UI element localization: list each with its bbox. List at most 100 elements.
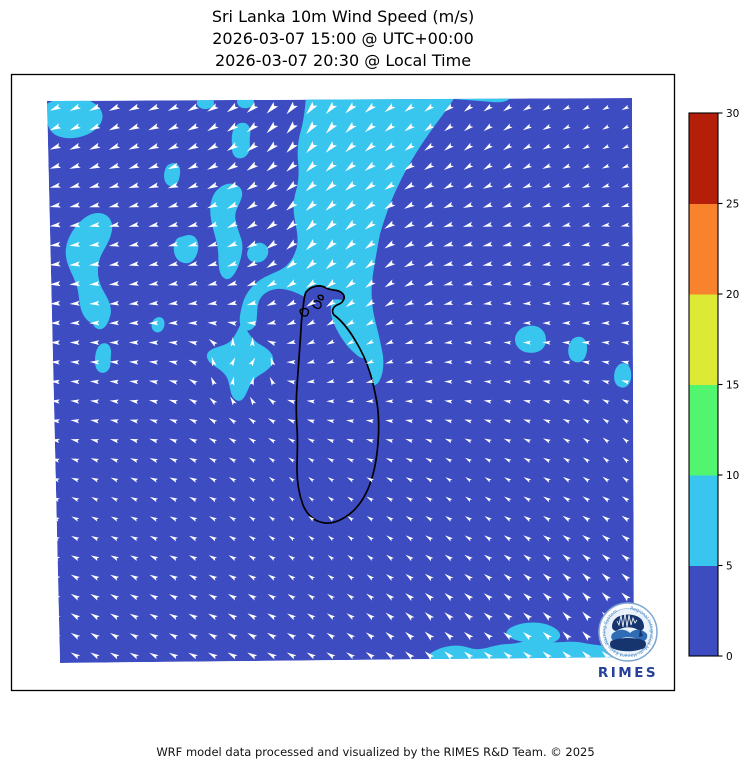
wind-arrow bbox=[49, 261, 61, 267]
wind-arrow bbox=[384, 122, 396, 132]
wind-arrow bbox=[366, 477, 374, 483]
wind-arrow bbox=[581, 320, 591, 326]
wind-arrow bbox=[443, 340, 453, 345]
wind-arrow bbox=[207, 142, 219, 151]
wind-arrow bbox=[207, 181, 219, 189]
wind-arrow bbox=[109, 320, 119, 326]
wind-arrow bbox=[228, 437, 237, 444]
wind-arrow bbox=[286, 121, 298, 134]
wind-arrow bbox=[69, 103, 81, 111]
wind-arrow bbox=[366, 535, 374, 542]
wind-arrow bbox=[502, 222, 513, 227]
wind-arrow bbox=[307, 457, 315, 463]
wind-arrow bbox=[464, 612, 474, 621]
wind-arrow bbox=[49, 143, 62, 150]
wind-arrow bbox=[541, 241, 552, 247]
wind-arrow bbox=[108, 221, 120, 227]
wind-arrow bbox=[345, 219, 357, 231]
wind-arrow bbox=[69, 340, 80, 345]
wind-arrow bbox=[522, 104, 532, 111]
wind-arrow bbox=[503, 340, 512, 345]
wind-arrow bbox=[167, 241, 179, 247]
wind-arrow bbox=[69, 182, 81, 188]
wind-arrow bbox=[404, 359, 414, 364]
wind-arrow bbox=[226, 181, 239, 190]
wind-arrow bbox=[187, 201, 199, 208]
wind-arrow bbox=[167, 182, 179, 189]
wind-arrow bbox=[502, 281, 512, 286]
wind-arrow bbox=[70, 419, 80, 424]
wind-arrow bbox=[130, 536, 139, 542]
wind-arrow bbox=[523, 651, 533, 660]
wind-arrow bbox=[600, 261, 611, 266]
wind-arrow bbox=[325, 180, 337, 192]
wind-arrow bbox=[364, 141, 376, 152]
wind-arrow bbox=[562, 535, 571, 542]
wind-arrow bbox=[308, 535, 315, 542]
wind-arrow bbox=[364, 161, 376, 171]
wind-arrow bbox=[582, 554, 591, 562]
wind-arrow bbox=[482, 241, 493, 247]
wind-arrow bbox=[286, 141, 298, 153]
wind-arrow bbox=[266, 299, 277, 306]
wind-arrow bbox=[462, 241, 474, 247]
wind-arrow bbox=[522, 222, 532, 227]
wind-arrow bbox=[522, 261, 532, 266]
wind-arrow bbox=[69, 202, 81, 208]
wind-arrow bbox=[71, 497, 80, 502]
wind-arrow bbox=[167, 142, 179, 150]
wind-arrow bbox=[345, 239, 357, 250]
wind-arrow bbox=[542, 124, 552, 130]
wind-arrow bbox=[463, 142, 474, 151]
wind-arrow bbox=[110, 574, 120, 581]
wind-arrow bbox=[405, 573, 414, 582]
wind-arrow bbox=[208, 574, 218, 581]
wind-arrow bbox=[148, 241, 159, 247]
wind-arrow bbox=[562, 163, 571, 169]
wind-arrow bbox=[246, 300, 257, 306]
wind-arrow bbox=[444, 419, 453, 424]
wind-arrow bbox=[425, 573, 434, 582]
wind-arrow bbox=[267, 632, 277, 640]
wind-arrow bbox=[246, 102, 259, 113]
wind-arrow bbox=[464, 554, 473, 562]
wind-arrow bbox=[149, 516, 158, 522]
wind-arrow bbox=[504, 516, 512, 522]
wind-arrow bbox=[424, 339, 434, 344]
wind-arrow bbox=[89, 399, 100, 404]
wind-arrow bbox=[226, 142, 239, 151]
wind-arrow bbox=[70, 379, 80, 385]
wind-arrow bbox=[167, 103, 180, 111]
wind-arrow bbox=[346, 458, 355, 463]
wind-arrow bbox=[404, 379, 414, 384]
wind-arrow bbox=[620, 301, 630, 306]
wind-arrow bbox=[128, 162, 140, 169]
wind-arrow bbox=[386, 477, 394, 483]
wind-arrow bbox=[602, 437, 610, 444]
wind-arrow bbox=[128, 320, 139, 326]
wind-arrow bbox=[484, 457, 492, 463]
wind-arrow bbox=[346, 613, 355, 620]
wind-arrow bbox=[168, 280, 179, 286]
wind-arrow bbox=[70, 439, 80, 444]
wind-arrow bbox=[581, 183, 591, 188]
wind-arrow bbox=[562, 592, 572, 602]
wind-arrow bbox=[424, 162, 435, 170]
wind-arrow bbox=[187, 123, 199, 131]
wind-arrow bbox=[581, 281, 591, 286]
wind-arrow bbox=[366, 593, 375, 601]
wind-arrow bbox=[208, 477, 217, 483]
wind-arrow bbox=[207, 280, 218, 286]
wind-arrow bbox=[523, 477, 532, 483]
wind-arrow bbox=[70, 458, 80, 463]
wind-arrow bbox=[208, 652, 218, 660]
wind-arrow bbox=[307, 438, 315, 444]
wind-arrow bbox=[149, 652, 159, 660]
wind-arrow bbox=[622, 476, 630, 483]
wind-arrow bbox=[248, 457, 256, 464]
wind-arrow bbox=[622, 418, 630, 424]
wind-arrow bbox=[384, 142, 396, 152]
wind-arrow bbox=[384, 161, 396, 171]
wind-arrow bbox=[168, 360, 178, 366]
wind-arrow bbox=[464, 651, 474, 660]
